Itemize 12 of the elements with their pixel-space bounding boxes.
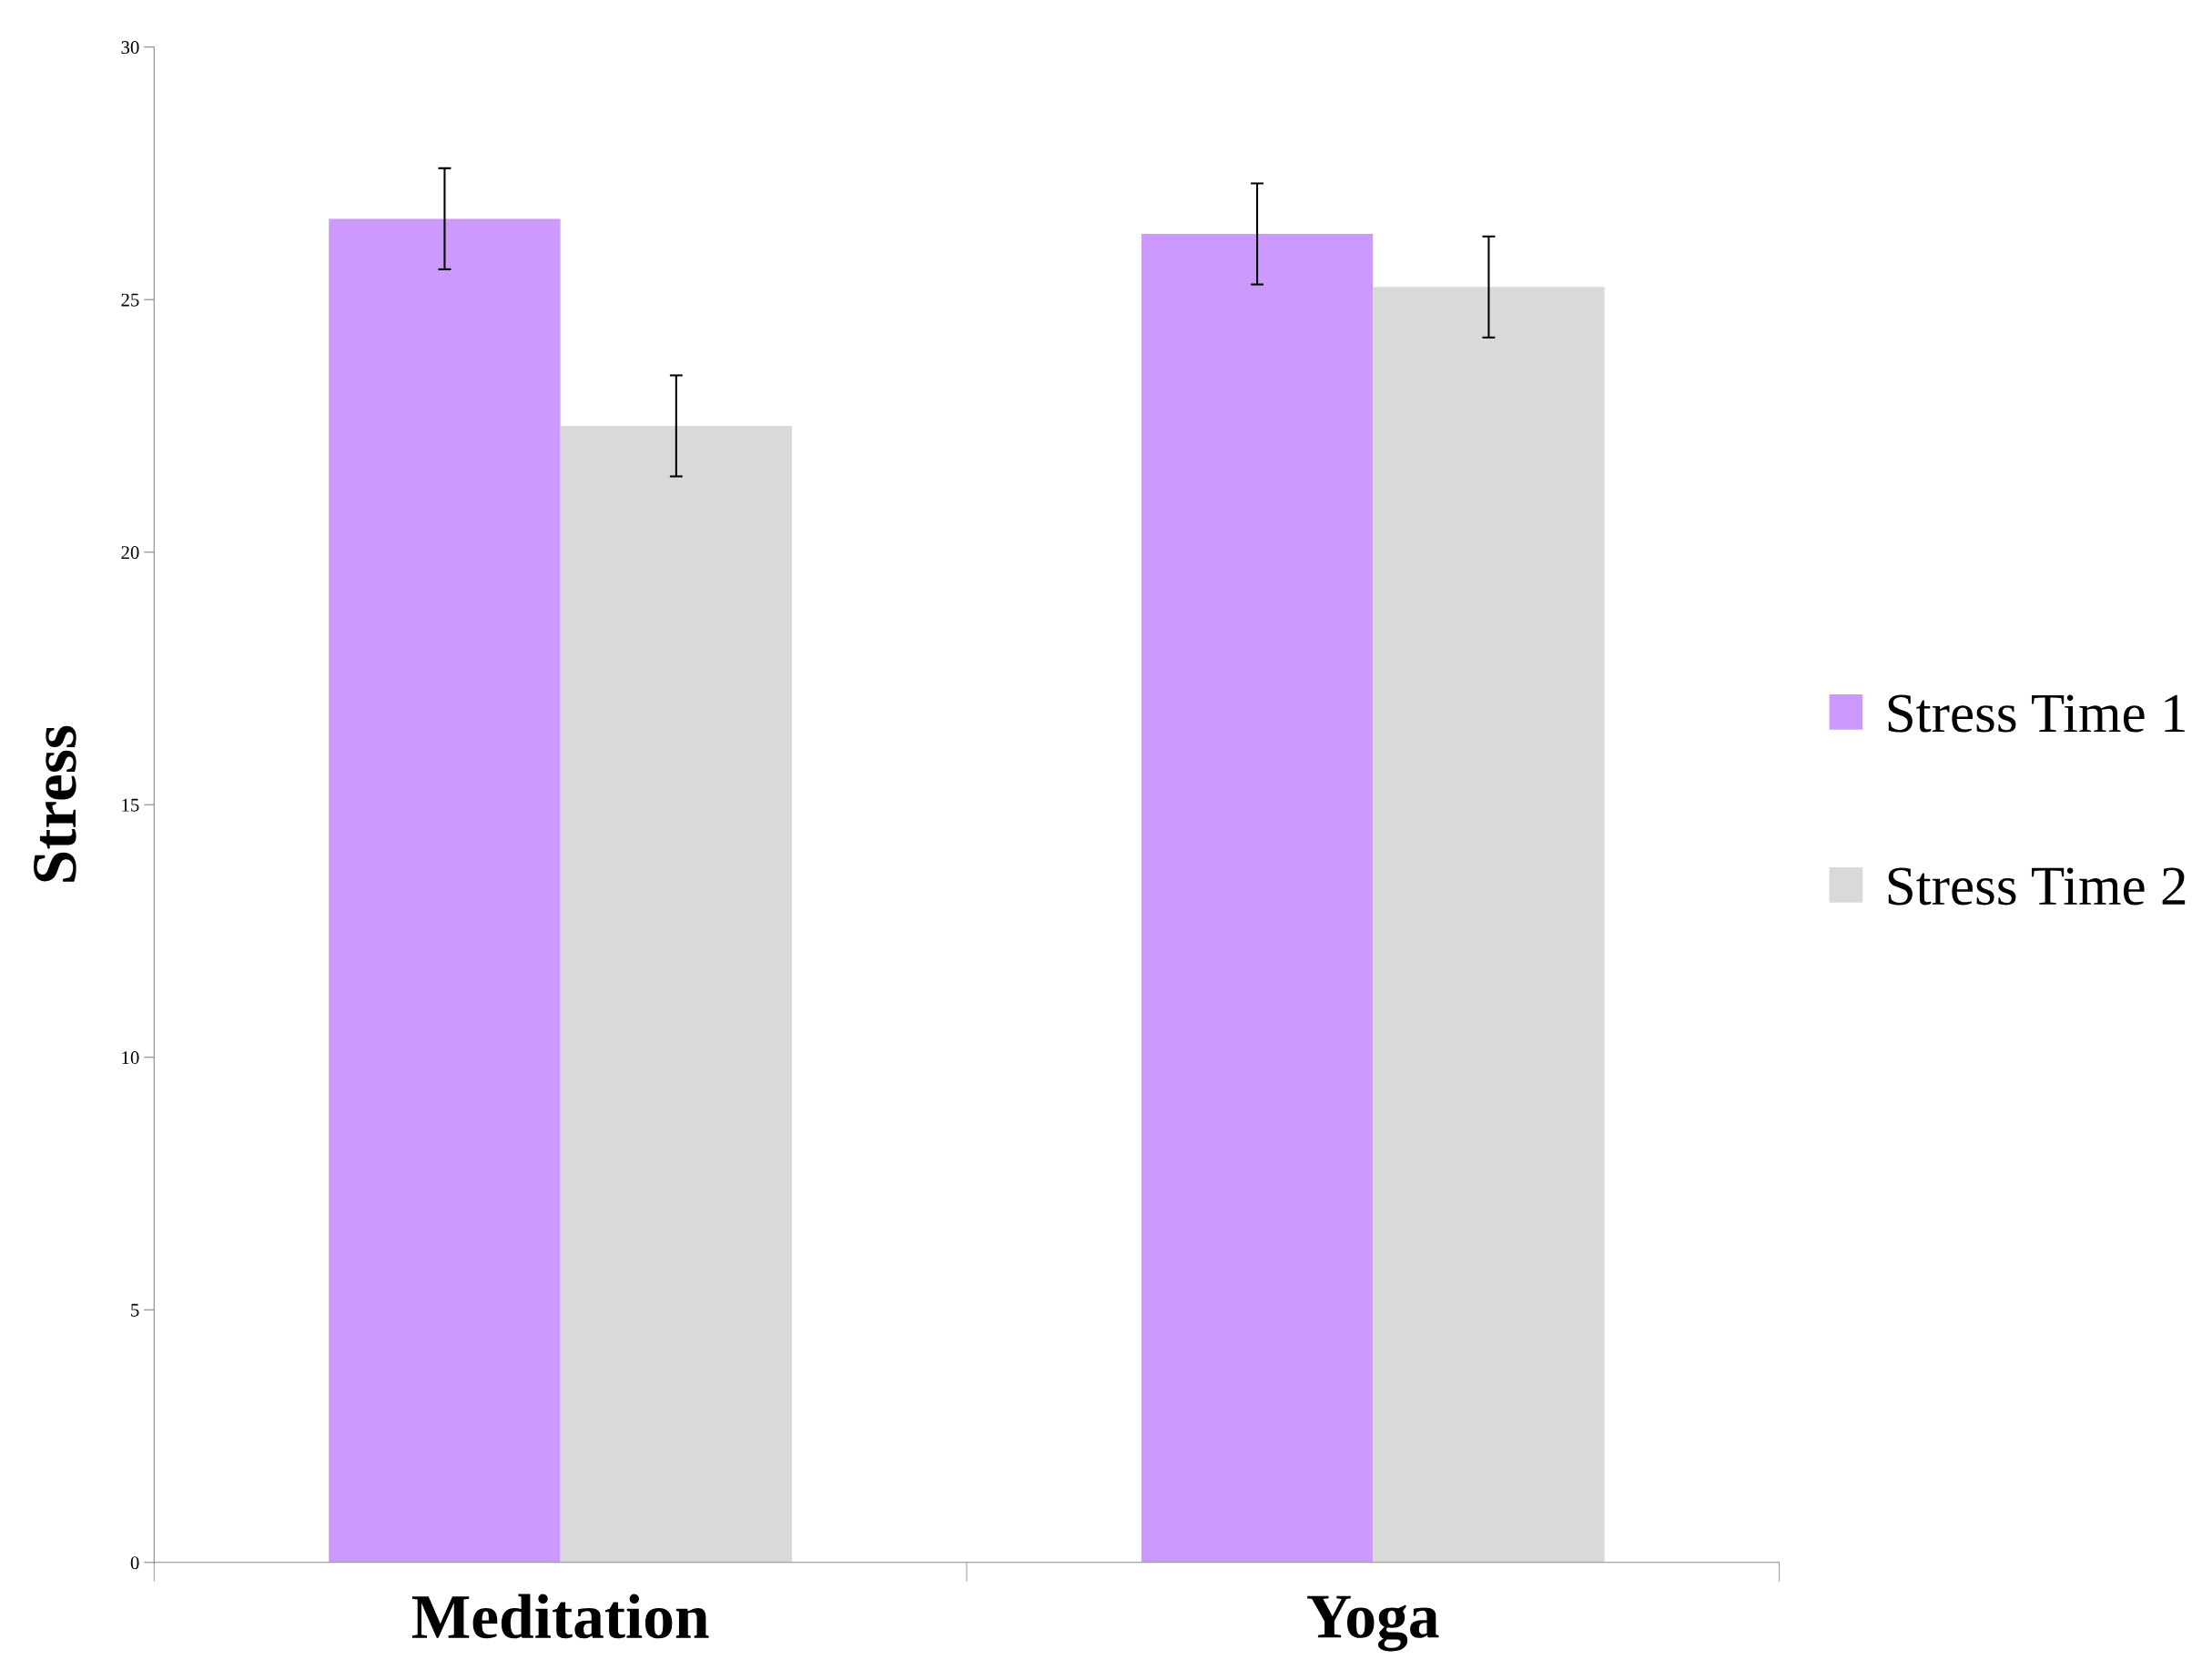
y-tick-label: 15 bbox=[122, 798, 139, 812]
y-axis-title: Stress bbox=[34, 725, 76, 882]
y-tick-label: 5 bbox=[131, 1303, 139, 1317]
x-tick-label: Meditation bbox=[411, 1594, 709, 1639]
y-tick-label: 0 bbox=[130, 1556, 139, 1570]
legend-label: Stress Time 2 bbox=[1888, 867, 2186, 906]
x-tick-label: Yoga bbox=[1307, 1595, 1439, 1652]
y-tick-label: 20 bbox=[121, 546, 139, 560]
y-tick-label: 30 bbox=[121, 41, 139, 55]
legend-label: Stress Time 1 bbox=[1888, 694, 2185, 733]
y-tick-label: 10 bbox=[122, 1051, 139, 1065]
y-tick-label: 25 bbox=[121, 293, 139, 307]
